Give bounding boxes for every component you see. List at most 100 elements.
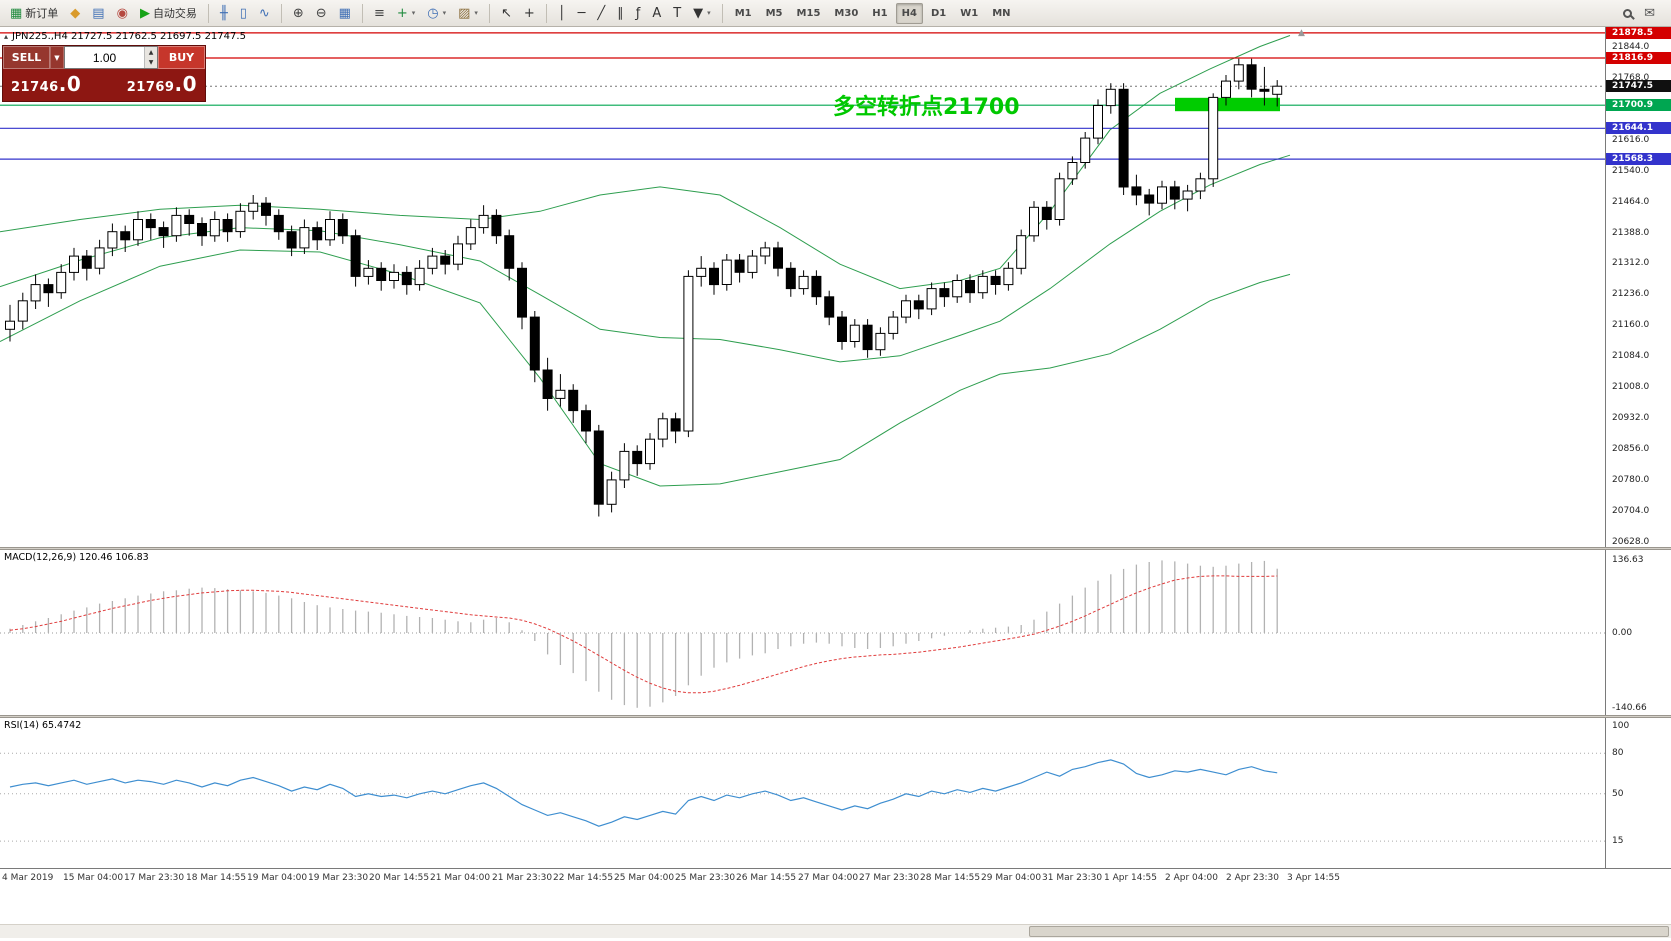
price-axis[interactable]: 21844.021768.021692.021616.021540.021464…	[1605, 27, 1671, 547]
timeframe-m30-button[interactable]: M30	[834, 7, 859, 19]
volume-up-arrow[interactable]: ▲	[145, 47, 157, 58]
candle-body	[632, 450, 643, 465]
candle-body	[913, 300, 924, 310]
trendline-button[interactable]: ╱	[592, 3, 610, 24]
timeframe-d1-button[interactable]: D1	[930, 7, 947, 19]
cursor-button[interactable]: ↖	[496, 3, 517, 24]
add-indicator-button[interactable]: + ▾	[392, 3, 420, 24]
periods-caret-icon: ▾	[442, 9, 447, 17]
vertical-line-button[interactable]: │	[553, 3, 571, 24]
candle-body	[555, 389, 566, 399]
equidistant-channel-icon: ∥	[617, 5, 624, 21]
candle-body	[721, 259, 732, 286]
templates-button[interactable]: ▨ ▾	[453, 3, 483, 24]
candle-body	[1054, 178, 1065, 221]
candlestick-mode-button[interactable]: ▯	[235, 3, 252, 24]
support-zone-rect[interactable]	[1175, 97, 1280, 112]
macd-plot[interactable]: MACD(12,26,9) 120.46 106.83	[0, 550, 1605, 715]
trendline-icon: ╱	[597, 5, 606, 21]
navigator-button[interactable]: ◉	[112, 3, 133, 24]
bar-chart-mode-button[interactable]: ╫	[215, 3, 233, 24]
text-button[interactable]: A	[647, 3, 666, 24]
crosshair-icon: +	[523, 5, 535, 21]
timeframe-m1-button[interactable]: M1	[734, 7, 752, 19]
candle-body	[350, 235, 361, 277]
sell-button[interactable]: SELL	[3, 46, 50, 69]
equidistant-channel-button[interactable]: ∥	[612, 3, 629, 24]
volume-input[interactable]	[65, 47, 144, 68]
candle-body	[965, 280, 975, 294]
add-indicator-icon: +	[396, 5, 408, 21]
timeframe-m15-button[interactable]: M15	[796, 7, 821, 19]
time-axis[interactable]: 4 Mar 2019 15 Mar 04:00 17 Mar 23:30 18 Mar…	[0, 868, 1671, 886]
autoscroll-marker-icon[interactable]: ▲	[1298, 28, 1305, 38]
candle-body	[542, 369, 553, 399]
rsi-scale-label: 80	[1612, 748, 1624, 759]
horizontal-scrollbar[interactable]	[0, 924, 1671, 938]
trade-options-caret[interactable]: ▼	[50, 46, 64, 69]
horizontal-line-button[interactable]: ─	[573, 3, 591, 24]
community-button[interactable]: ✉	[1639, 3, 1660, 24]
rsi-scale-label: 100	[1612, 721, 1630, 732]
time-label: 27 Mar 23:30	[859, 873, 920, 883]
bollinger-lower	[0, 249, 1291, 487]
candle-body	[325, 219, 335, 241]
candle-body	[593, 430, 604, 505]
buy-button[interactable]: BUY	[158, 46, 205, 69]
symbol-search-button[interactable]	[1618, 3, 1637, 24]
price-level-tag: 21644.1	[1606, 122, 1671, 135]
candle-body	[1016, 235, 1027, 269]
candle-body	[529, 316, 540, 371]
panel-splitter-2[interactable]	[0, 715, 1671, 718]
time-label: 19 Mar 23:30	[308, 873, 369, 883]
time-label: 29 Mar 04:00	[981, 873, 1042, 883]
chart-window: ▴ JPN225.,H4 21727.5 21762.5 21697.5 217…	[0, 27, 1671, 941]
candle-body	[849, 324, 860, 343]
rsi-chart[interactable]	[0, 718, 1605, 868]
price-level-tag: 21568.3	[1606, 153, 1671, 166]
macd-chart[interactable]	[0, 550, 1605, 715]
autotrading-button[interactable]: ▶ 自动交易	[135, 3, 202, 24]
timeframe-mn-button[interactable]: MN	[992, 7, 1011, 19]
candle-body	[517, 267, 527, 318]
price-tick-label: 21008.0	[1612, 382, 1650, 393]
timeframe-m5-button[interactable]: M5	[765, 7, 783, 19]
arrows-button[interactable]: ▼ ▾	[688, 3, 716, 24]
line-chart-mode-button[interactable]: ∿	[254, 3, 275, 24]
time-label: 20 Mar 14:55	[369, 873, 430, 883]
candle-body	[491, 214, 502, 237]
text-label-button[interactable]: T	[668, 3, 686, 24]
candle-body	[1118, 88, 1129, 188]
symbol-title: ▴ JPN225.,H4 21727.5 21762.5 21697.5 217…	[4, 31, 246, 42]
new-order-button[interactable]: ▦ 新订单	[5, 3, 63, 24]
toolbar: ▦ 新订单 ◆ ▤ ◉ ▶ 自动交易 ╫ ▯ ∿ ⊕ ⊖ ▦ ≡ + ▾ ◷ ▾ ▨ ▾ ↖ + │ ─ ╱ ∥ ƒ A T ▼ ▾ M1 M5…	[0, 0, 1671, 27]
indicator-list-button[interactable]: ≡	[369, 3, 390, 24]
macd-axis: 136.63 0.00 -140.66	[1605, 550, 1671, 715]
timeframe-h4-button[interactable]: H4	[895, 2, 923, 24]
panel-splitter-1[interactable]	[0, 547, 1671, 550]
timeframe-h1-button[interactable]: H1	[872, 7, 888, 19]
rsi-plot[interactable]: RSI(14) 65.4742	[0, 718, 1605, 868]
market-watch-button[interactable]: ◆	[65, 3, 85, 24]
price-tick-label: 21464.0	[1612, 196, 1650, 207]
zoom-in-button[interactable]: ⊕	[288, 3, 309, 24]
text-icon: A	[652, 5, 662, 21]
timeframe-w1-button[interactable]: W1	[960, 7, 979, 19]
data-window-button[interactable]: ▤	[87, 3, 109, 24]
candle-body	[235, 210, 246, 233]
sell-price[interactable]: 21746.0	[11, 72, 81, 96]
arrows-icon: ▼	[693, 5, 704, 21]
scrollbar-thumb[interactable]	[1029, 926, 1669, 937]
time-label: 4 Mar 2019	[2, 873, 54, 883]
buy-price[interactable]: 21769.0	[127, 72, 197, 96]
price-tick-label: 21844.0	[1612, 41, 1650, 52]
crosshair-button[interactable]: +	[519, 3, 540, 24]
tile-windows-button[interactable]: ▦	[334, 3, 356, 24]
zoom-out-button[interactable]: ⊖	[311, 3, 332, 24]
main-chart-plot[interactable]: ▴ JPN225.,H4 21727.5 21762.5 21697.5 217…	[0, 27, 1605, 547]
periods-button[interactable]: ◷ ▾	[422, 3, 451, 24]
fibonacci-button[interactable]: ƒ	[631, 3, 646, 24]
community-icon: ✉	[1644, 5, 1655, 21]
volume-down-arrow[interactable]: ▼	[145, 57, 157, 68]
candlestick-chart[interactable]	[0, 27, 1605, 547]
